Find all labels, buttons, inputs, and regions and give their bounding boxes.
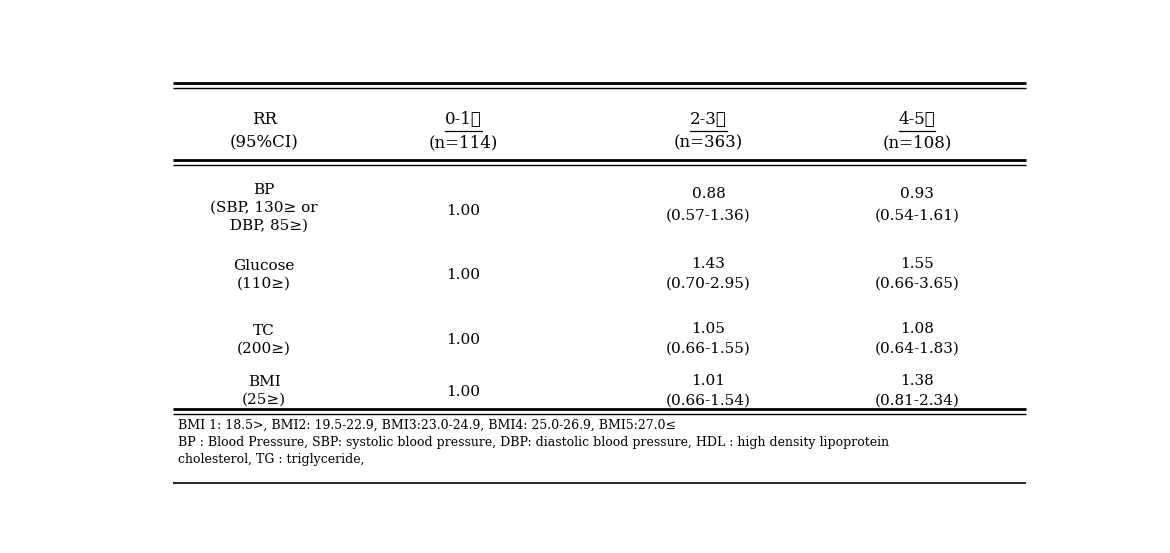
Text: TC: TC [253,324,275,338]
Text: (0.70-2.95): (0.70-2.95) [666,276,751,290]
Text: (0.66-1.55): (0.66-1.55) [666,341,751,355]
Text: BMI 1: 18.5>, BMI2: 19.5-22.9, BMI3:23.0-24.9, BMI4: 25.0-26.9, BMI5:27.0≤: BMI 1: 18.5>, BMI2: 19.5-22.9, BMI3:23.0… [178,419,676,431]
Text: 1.00: 1.00 [447,268,481,282]
Text: (0.66-3.65): (0.66-3.65) [874,276,959,290]
Text: DBP, 85≥): DBP, 85≥) [220,219,308,233]
Text: 0.88: 0.88 [691,187,725,201]
Text: (0.57-1.36): (0.57-1.36) [666,208,751,222]
Text: (95%CI): (95%CI) [229,134,298,152]
Text: (25≥): (25≥) [242,392,287,406]
Text: 1.01: 1.01 [691,374,725,388]
Text: (0.54-1.61): (0.54-1.61) [874,208,959,222]
Text: (n=363): (n=363) [674,134,743,152]
Text: Glucose: Glucose [234,259,295,274]
Text: 1.05: 1.05 [691,322,725,336]
Text: (SBP, 130≥ or: (SBP, 130≥ or [211,201,318,215]
Text: cholesterol, TG : triglyceride,: cholesterol, TG : triglyceride, [178,452,365,466]
Text: (0.64-1.83): (0.64-1.83) [874,341,959,355]
Text: 1.00: 1.00 [447,385,481,399]
Text: (n=108): (n=108) [882,134,951,152]
Text: RR: RR [252,111,276,128]
Text: (0.66-1.54): (0.66-1.54) [666,393,751,407]
Text: BP : Blood Pressure, SBP: systolic blood pressure, DBP: diastolic blood pressure: BP : Blood Pressure, SBP: systolic blood… [178,436,889,448]
Text: BMI: BMI [248,375,281,389]
Text: (110≥): (110≥) [238,276,291,290]
Text: (0.81-2.34): (0.81-2.34) [874,393,959,407]
Text: 1.00: 1.00 [447,333,481,347]
Text: BP: BP [254,183,275,197]
Text: 1.43: 1.43 [691,257,725,272]
Text: 2-3급: 2-3급 [690,111,727,128]
Text: 1.00: 1.00 [447,204,481,218]
Text: 0.93: 0.93 [900,187,934,201]
Text: (200≥): (200≥) [238,341,291,355]
Text: 1.38: 1.38 [900,374,934,388]
Text: 1.08: 1.08 [900,322,934,336]
Text: 0-1급: 0-1급 [445,111,482,128]
Text: 4-5급: 4-5급 [899,111,935,128]
Text: (n=114): (n=114) [429,134,498,152]
Text: 1.55: 1.55 [900,257,934,272]
